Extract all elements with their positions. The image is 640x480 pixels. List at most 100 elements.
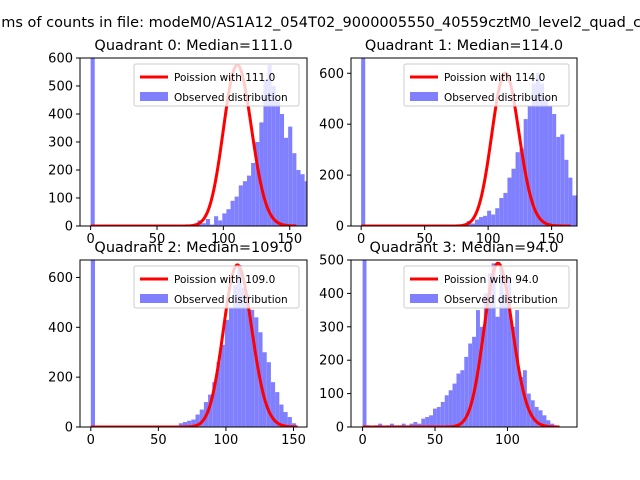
x-tick-label: 100: [476, 232, 501, 247]
y-tick-label: 600: [48, 52, 73, 67]
histogram-bar: [199, 409, 204, 427]
y-tick-label: 200: [48, 164, 73, 179]
histogram-bar: [275, 392, 280, 427]
histogram-bar: [539, 83, 544, 226]
histogram-bar: [519, 148, 524, 226]
y-tick-label: 400: [48, 108, 73, 123]
x-tick-label: 50: [150, 433, 167, 448]
x-tick-label: 150: [277, 232, 302, 247]
histogram-bar: [585, 216, 589, 226]
histogram-bar: [284, 137, 289, 226]
histogram-bar: [389, 423, 394, 427]
histogram-bar: [487, 210, 492, 226]
histogram-bar: [288, 126, 293, 226]
histogram-bar: [90, 58, 95, 226]
histogram-bar: [283, 412, 288, 427]
x-tick-label: 100: [211, 232, 236, 247]
histogram-bar: [483, 293, 488, 427]
histogram-bar: [209, 224, 215, 226]
histogram-bars: [90, 58, 325, 226]
histogram-bar: [220, 344, 225, 427]
histogram-bar: [279, 404, 284, 427]
histogram-bar: [187, 420, 192, 427]
histogram-bars: [90, 260, 297, 427]
histogram-bar: [491, 263, 496, 427]
axes-frame: [350, 259, 578, 428]
figure-suptitle: Histograms of counts in file: modeM0/AS1…: [0, 15, 640, 31]
legend-box: [403, 265, 570, 309]
histogram-bar: [527, 106, 532, 226]
y-tick-label: 200: [319, 169, 344, 184]
histogram-bar: [460, 370, 465, 427]
x-tick-label: 100: [495, 433, 520, 448]
histogram-bar: [234, 196, 239, 226]
x-tick-label: 50: [149, 232, 166, 247]
y-tick-label: 200: [319, 354, 344, 369]
histogram-bar: [222, 213, 227, 226]
histogram-bar: [464, 356, 469, 427]
histogram-bars: [362, 260, 555, 427]
y-tick-label: 500: [319, 254, 344, 269]
histogram-bar: [546, 420, 551, 427]
histogram-bar: [417, 423, 422, 427]
histogram-bar: [478, 217, 484, 226]
legend-patch-swatch: [410, 294, 438, 303]
histogram-bar: [238, 185, 243, 226]
histogram-bar: [491, 214, 496, 226]
histogram-bar: [511, 168, 516, 226]
x-tick-label: 0: [357, 232, 365, 247]
histogram-bar: [229, 307, 234, 427]
histogram-bar: [531, 83, 536, 226]
x-tick-label: 150: [281, 433, 306, 448]
histogram-bar: [479, 326, 484, 427]
histogram-bar: [262, 352, 267, 427]
histogram-bar: [218, 220, 223, 226]
legend: Poission with 111.0 Observed distribution: [133, 63, 300, 107]
histogram-bar: [361, 58, 366, 226]
poisson-fit-line: [362, 261, 560, 427]
histogram-bar: [535, 73, 540, 226]
y-tick-label: 0: [65, 421, 73, 436]
subplot-title: Quadrant 3: Median=94.0: [370, 240, 559, 256]
axes-frame: [79, 259, 308, 428]
histogram-bar: [242, 181, 247, 226]
legend-entry-observed: Observed distribution: [444, 294, 558, 306]
y-tick-label: 200: [48, 371, 73, 386]
histogram-bar: [226, 209, 231, 226]
x-tick-label: 0: [87, 433, 95, 448]
histogram-bar: [589, 221, 593, 226]
legend-patch-swatch: [140, 294, 168, 303]
x-tick-label: 150: [539, 232, 564, 247]
histogram-bar: [499, 198, 504, 226]
histogram-bar: [487, 273, 492, 427]
histogram-bar: [317, 219, 321, 226]
histogram-bar: [237, 264, 242, 427]
histogram-bar: [266, 362, 271, 427]
histogram-bar: [401, 423, 406, 427]
legend: Poission with 109.0 Observed distribution: [133, 265, 300, 309]
histogram-bar: [507, 177, 512, 226]
subplot-quadrant-3: 0 50 100 0 100 200 300 400 500 Quadrant 3: Median…: [319, 240, 578, 448]
histogram-bar: [212, 382, 217, 427]
histogram-bar: [321, 223, 325, 226]
histogram-bar: [241, 287, 246, 427]
histogram-bar: [429, 415, 433, 427]
y-tick-label: 600: [319, 67, 344, 82]
histogram-bar: [254, 317, 259, 427]
legend-entry-observed: Observed distribution: [444, 92, 558, 104]
histogram-bar: [507, 276, 512, 427]
y-tick-label: 100: [48, 192, 73, 207]
histogram-bar: [474, 219, 479, 226]
histogram-bar: [208, 394, 213, 427]
histogram-bar: [300, 174, 305, 226]
histogram-bar: [530, 400, 535, 427]
y-tick-label: 400: [48, 321, 73, 336]
histogram-bar: [456, 373, 461, 427]
y-tick-label: 300: [48, 136, 73, 151]
histogram-bar: [511, 326, 516, 427]
histogram-bar: [90, 260, 95, 427]
subplot-quadrant-1: 0 50 100 150 0 200 400 600 Quadrant 1: Median=11…: [319, 38, 593, 247]
histogram-bar: [581, 207, 585, 226]
